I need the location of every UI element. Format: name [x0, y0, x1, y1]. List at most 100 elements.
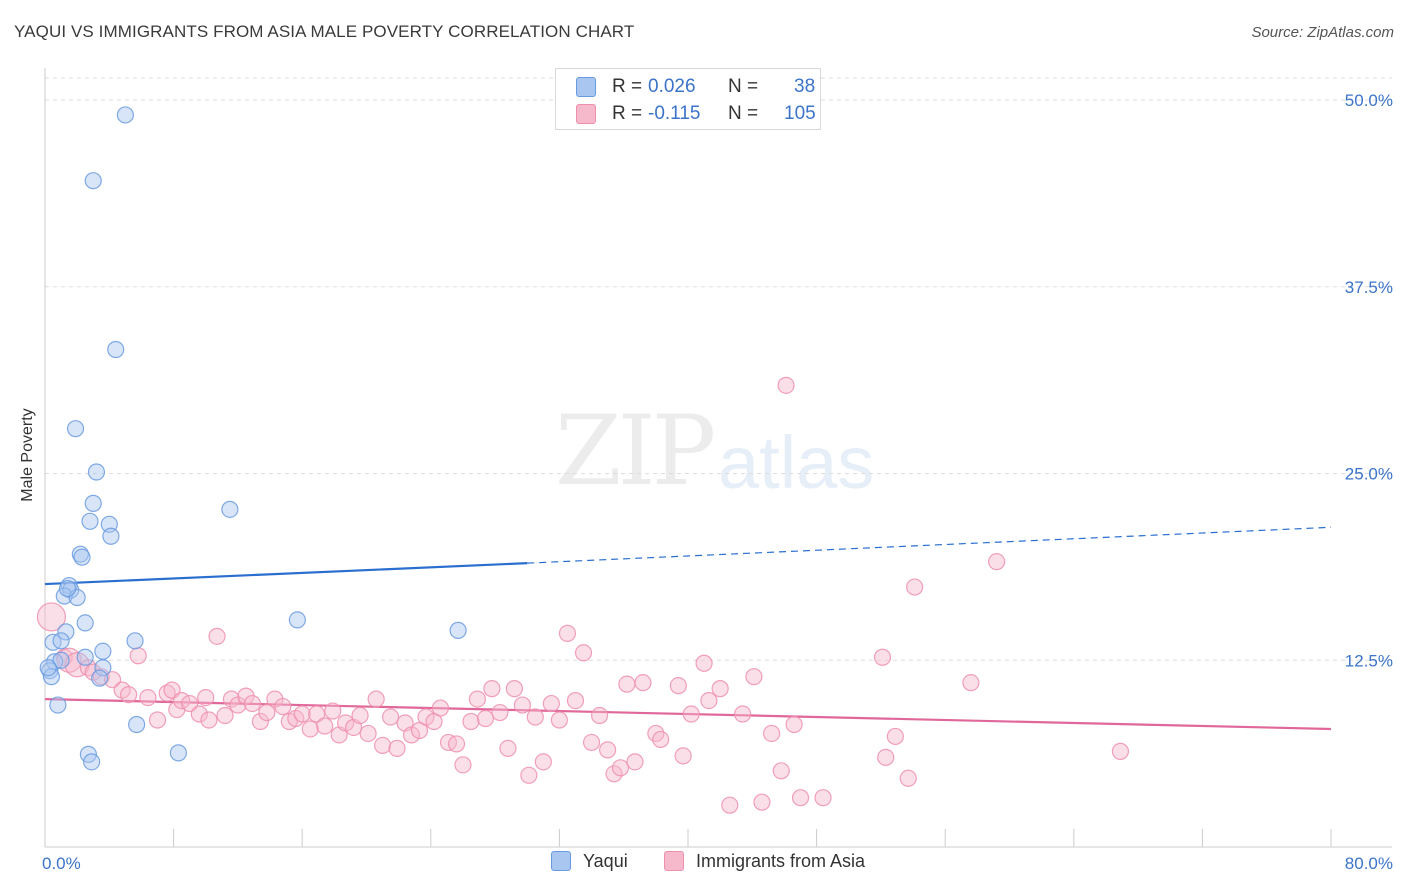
immigrants-point [1111, 742, 1130, 760]
immigrants-point [36, 602, 67, 632]
immigrants-point [791, 789, 810, 807]
yaqui-point [66, 420, 85, 438]
immigrants-point [402, 726, 421, 744]
y-tick-label: 37.5% [1345, 278, 1393, 297]
immigrants-point [777, 376, 795, 394]
legend-swatch-immigrants [576, 104, 596, 124]
immigrants-point [158, 684, 176, 702]
immigrants-point [251, 712, 270, 731]
immigrants-point [611, 759, 630, 777]
immigrants-point [293, 705, 311, 723]
legend-n-value: 38 [794, 76, 816, 97]
bottom-legend-swatch-yaqui [551, 851, 571, 871]
legend-n-label: N = [728, 76, 759, 97]
immigrants-point [899, 769, 917, 787]
legend-n-value: 105 [784, 103, 816, 124]
immigrants-point [197, 688, 215, 707]
trend-lines [44, 526, 1332, 731]
immigrants-point [483, 680, 501, 698]
immigrants-point [308, 705, 326, 723]
immigrants-point [351, 706, 369, 725]
yaqui-point [39, 659, 57, 677]
yaqui-point [52, 651, 70, 669]
yaqui-point [76, 614, 94, 632]
immigrants-point [243, 694, 261, 713]
y-axis-label: Male Poverty [19, 408, 36, 502]
data-points [36, 106, 1130, 814]
immigrants-point [762, 724, 781, 743]
immigrants-point [454, 756, 472, 774]
immigrants-point [558, 624, 577, 642]
legend-swatch-yaqui [576, 77, 596, 97]
yaqui-point [41, 662, 59, 680]
bottom-legend-yaqui: Yaqui [551, 851, 628, 872]
immigrants-point [652, 730, 670, 749]
immigrants-point [301, 720, 319, 738]
immigrants-point [258, 703, 276, 722]
immigrants-point [382, 708, 400, 726]
immigrants-point [590, 706, 609, 725]
immigrants-point [505, 680, 523, 698]
yaqui-point [58, 579, 77, 598]
bottom-legend-swatch-immigrants [664, 851, 684, 871]
yaqui-point [76, 648, 94, 666]
immigrants-point [468, 690, 487, 708]
yaqui-point [107, 340, 125, 359]
yaqui-point [449, 621, 467, 639]
y-tick-label: 50.0% [1345, 91, 1393, 110]
immigrants-point [148, 711, 167, 729]
immigrants-point [462, 712, 480, 731]
yaqui-point [71, 545, 89, 563]
immigrants-point [814, 789, 832, 807]
immigrants-point [700, 691, 718, 710]
immigrants-point [476, 709, 495, 728]
immigrants-trend-line [44, 697, 1332, 731]
immigrants-point [129, 647, 147, 665]
tick-labels: 12.5% 25.0% 37.5% 50.0% 0.0% 80.0% [42, 91, 1393, 873]
stats-legend: R = 0.026 N = 38 R = -0.115 N = 105 [555, 68, 821, 130]
immigrants-point [669, 677, 687, 695]
watermark-zip: ZIP [555, 395, 716, 507]
bottom-legend-immigrants: Immigrants from Asia [664, 851, 865, 872]
immigrants-point [337, 714, 355, 732]
immigrants-point [721, 796, 739, 814]
immigrants-point [139, 688, 157, 707]
immigrants-point [359, 724, 377, 743]
immigrants-point [491, 703, 509, 722]
immigrants-point [988, 553, 1006, 571]
immigrants-point [520, 766, 538, 784]
axes [44, 68, 1392, 848]
yaqui-point [94, 642, 112, 660]
immigrants-point [316, 717, 334, 735]
immigrants-point [324, 702, 342, 720]
immigrants-point [599, 741, 617, 759]
legend-r-value: 0.026 [648, 76, 696, 97]
y-tick-label: 12.5% [1345, 651, 1393, 670]
immigrants-point [84, 663, 102, 681]
x-tick-label-min: 0.0% [42, 854, 81, 873]
chart-title: YAQUI VS IMMIGRANTS FROM ASIA MALE POVER… [14, 22, 635, 41]
yaqui-point [91, 669, 109, 687]
immigrants-point [534, 753, 552, 771]
yaqui-point [52, 632, 70, 650]
legend-n-label: N = [728, 103, 759, 124]
yaqui-point [128, 715, 146, 734]
yaqui-point [83, 753, 101, 771]
yaqui-point [116, 106, 134, 124]
immigrants-point [216, 706, 234, 725]
immigrants-point [582, 733, 601, 752]
immigrants-point [526, 708, 544, 726]
legend-r-label: R = [612, 103, 643, 124]
immigrants-point [682, 705, 700, 723]
y-tick-label: 25.0% [1345, 465, 1393, 484]
immigrants-point [634, 674, 652, 692]
bottom-legend-label-yaqui: Yaqui [583, 851, 628, 871]
immigrants-point [513, 696, 532, 714]
x-tick-label-max: 80.0% [1345, 854, 1393, 873]
immigrants-point [190, 705, 208, 723]
source-label: Source: ZipAtlas.com [1251, 24, 1394, 41]
immigrants-point [605, 765, 623, 783]
legend-r-value: -0.115 [648, 103, 701, 124]
legend-r-label: R = [612, 76, 643, 97]
